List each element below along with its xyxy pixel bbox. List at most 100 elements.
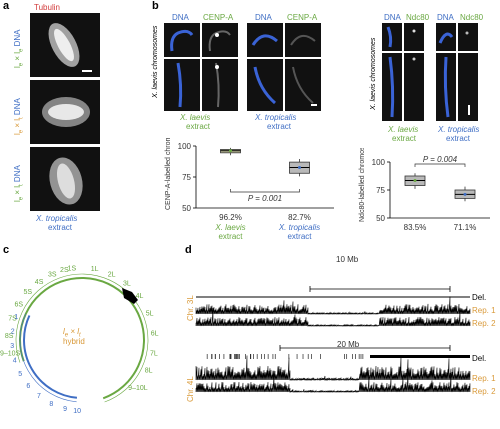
chromosome-label: 5S — [23, 289, 32, 296]
chr-label-3l: Chr. 3L — [186, 295, 195, 321]
cluster-mark — [122, 288, 138, 304]
y-tick-label: 100 — [372, 158, 386, 167]
p-bracket — [230, 189, 300, 193]
cenpa-box-chart: CENP-A-labelled chromosomes (%) 50 75 100 96… — [165, 138, 334, 241]
value-label: 71.1% — [454, 223, 477, 232]
chromosome-label: 9 — [63, 406, 67, 413]
chromosome-label: 2 — [11, 328, 15, 335]
panel-d-label: d — [185, 244, 192, 256]
extract-label-2b: extract — [267, 122, 292, 131]
blue-ring — [23, 315, 78, 399]
chromosome-label: 7 — [37, 393, 41, 400]
chromosome-label: 4S — [35, 279, 44, 286]
micrograph-b-ndc-dna-4 — [436, 53, 456, 121]
col-header-dna-3: DNA — [384, 13, 401, 22]
track-rep2-1: Rep. 2 — [472, 319, 496, 328]
median-point — [298, 165, 301, 169]
chromosome-label: 4 — [13, 357, 17, 364]
extract-label-3: X. laevis — [388, 125, 419, 134]
extract-label-3b: extract — [392, 134, 417, 143]
p-bracket — [414, 163, 466, 167]
rep1-signal-chr3l — [195, 296, 471, 316]
y-tick-label: 50 — [182, 204, 191, 213]
p-value: P = 0.001 — [248, 194, 282, 203]
circos-center-label: le × lt — [63, 327, 81, 339]
chromosome-label: 9–10L — [128, 385, 148, 392]
y-tick-label: 75 — [376, 186, 385, 195]
micrograph-a1 — [30, 13, 100, 77]
y-tick-label: 50 — [376, 214, 385, 223]
micrograph-b-cenpa-4 — [285, 59, 321, 111]
y-tick-label: 100 — [178, 142, 192, 151]
row-label-a2: le × lt DNA — [13, 98, 25, 135]
chromosome-label: 5L — [146, 311, 154, 318]
category-label-extract: extract — [287, 232, 312, 241]
chromosome-label: 8S — [5, 333, 14, 340]
col-header-cenpa-2: CENP-A — [287, 13, 318, 22]
value-label: 83.5% — [404, 223, 427, 232]
extract-label-4: X. tropicalis — [438, 125, 480, 134]
track-rep2-2: Rep. 2 — [472, 387, 496, 396]
ndc80-box-chart: Ndc80-labelled chromosomes (%) 50 75 100 83.… — [359, 148, 490, 232]
chromosome-label: 1 — [14, 314, 18, 321]
median-point — [463, 192, 467, 196]
row-label-a3: le × lt DNA — [13, 165, 25, 202]
rep2-signal-chr4l — [195, 372, 471, 393]
panel-a-label: a — [3, 0, 10, 12]
panel-c-label: c — [3, 244, 10, 256]
col-header-dna-4: DNA — [437, 13, 454, 22]
extract-label-4b: extract — [446, 134, 471, 143]
micrograph-b-ndc-dna-1 — [382, 23, 402, 51]
value-label: 82.7% — [288, 213, 311, 222]
panel-a-caption: X. tropicalis — [36, 214, 78, 223]
blue-ring-outer — [19, 313, 77, 403]
genome-tracks — [195, 286, 471, 393]
col-header-ndc80-1: Ndc80 — [406, 13, 430, 22]
panel-a-title: Tubulin — [34, 3, 60, 12]
track-del-2: Del. — [472, 354, 487, 363]
col-header-dna-1: DNA — [172, 13, 189, 22]
deletion-block — [370, 355, 470, 358]
extract-label-1: X. laevis — [180, 113, 211, 122]
rep1-signal-chr4l — [195, 355, 471, 382]
panel-b-label: b — [152, 0, 159, 12]
chromosome-label: 8 — [49, 401, 53, 408]
circos-center-hybrid: hybrid — [63, 337, 85, 346]
micrograph-b-ndc-1 — [404, 23, 424, 51]
track-rep1-1: Rep. 1 — [472, 306, 496, 315]
category-label-extract: extract — [218, 232, 243, 241]
chromosome-label: 3 — [10, 343, 14, 350]
green-ring-outer — [15, 273, 149, 403]
col-header-dna-2: DNA — [255, 13, 272, 22]
chromosome-label: 7L — [150, 351, 158, 358]
panel-b-side-label-left: X. laevis chromosomes — [152, 25, 159, 98]
category-label: X. laevis — [214, 223, 245, 232]
chromosome-label: 7S — [8, 315, 17, 322]
chromosome-label: 2S — [60, 267, 69, 274]
chr-label-4l: Chr. 4L — [186, 376, 195, 402]
scale-bar-2-label: 20 Mb — [337, 340, 360, 349]
chromosome-label: 4L — [136, 293, 144, 300]
extract-label-1b: extract — [186, 122, 211, 131]
micrograph-b-dna-4 — [247, 59, 283, 111]
value-label: 96.2% — [219, 213, 242, 222]
micrograph-b-ndc-dna-2 — [382, 53, 402, 121]
chromosome-label: 6S — [14, 302, 23, 309]
micrograph-b-ndc-2 — [404, 53, 424, 121]
y-axis-label: CENP-A-labelled chromosomes (%) — [165, 138, 172, 210]
micrograph-a2 — [30, 80, 100, 144]
micrograph-b-dna-3 — [247, 23, 283, 57]
micrograph-b-ndc-dna-3 — [436, 23, 456, 51]
median-point — [413, 178, 417, 182]
chromosome-label: 6L — [151, 330, 159, 337]
micrograph-b-cenpa-1 — [202, 23, 238, 57]
track-del-1: Del. — [472, 293, 487, 302]
chromosome-label: 2L — [108, 271, 116, 278]
chromosome-label: 1L — [91, 266, 99, 273]
chromosome-label: 10 — [73, 408, 81, 415]
micrograph-a3 — [30, 147, 100, 211]
chromosome-label: 3S — [48, 271, 57, 278]
chromosome-label: 6 — [26, 383, 30, 390]
col-header-ndc80-2: Ndc80 — [460, 13, 484, 22]
